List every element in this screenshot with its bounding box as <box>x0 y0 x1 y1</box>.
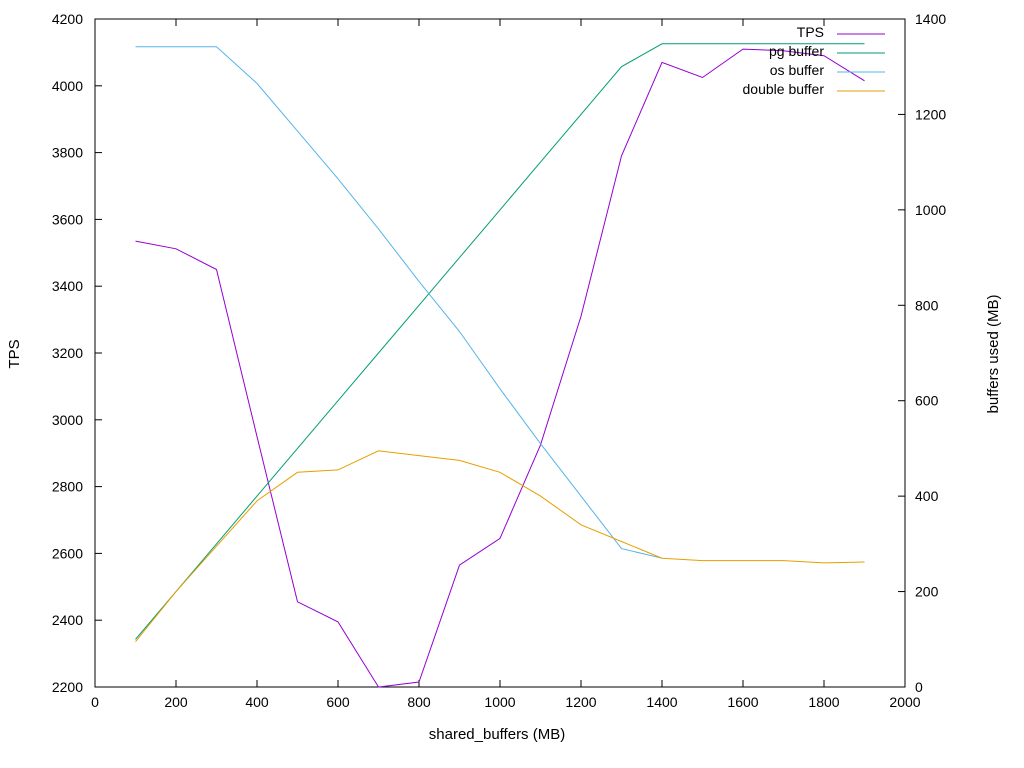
x-tick-label: 1200 <box>565 694 596 710</box>
series-line-pg-buffer <box>135 43 865 640</box>
legend: TPS pg buffer os buffer double buffer <box>743 24 885 97</box>
y-tick-label: 2600 <box>52 545 83 561</box>
y-tick-label: 2200 <box>52 679 83 695</box>
series-lines <box>135 43 865 688</box>
y2-tick-label: 1400 <box>915 11 946 27</box>
y2-tick-label: 200 <box>915 584 939 600</box>
x-tick-label: 1400 <box>646 694 677 710</box>
y-tick-label: 4000 <box>52 78 83 94</box>
y-tick-label: 3800 <box>52 145 83 161</box>
x-tick-label: 0 <box>91 694 99 710</box>
y2-tick-label: 0 <box>915 679 923 695</box>
y-tick-label: 2400 <box>52 612 83 628</box>
y2-tick-label: 1200 <box>915 106 946 122</box>
legend-label-double-buffer: double buffer <box>743 81 825 97</box>
x-tick-label: 1800 <box>808 694 839 710</box>
y-tick-label: 3400 <box>52 278 83 294</box>
x-tick-label: 200 <box>164 694 188 710</box>
x-tick-label: 400 <box>245 694 269 710</box>
y-tick-label: 4200 <box>52 11 83 27</box>
y-tick-label: 3200 <box>52 345 83 361</box>
y2-tick-label: 600 <box>915 393 939 409</box>
y-axis-title: TPS <box>6 339 23 368</box>
y-axis-ticks: 2200 2400 2600 2800 3000 3200 3400 3600 3800 4000… <box>52 11 102 695</box>
x-tick-label: 600 <box>326 694 350 710</box>
series-line-double-buffer <box>135 450 865 643</box>
x-axis-title: shared_buffers (MB) <box>429 726 565 743</box>
x-tick-label: 1600 <box>727 694 758 710</box>
y2-tick-label: 800 <box>915 297 939 313</box>
series-line-tps <box>135 48 865 688</box>
legend-label-os-buffer: os buffer <box>770 62 825 78</box>
plot-frame <box>94 18 906 688</box>
x-tick-label: 800 <box>407 694 431 710</box>
x-tick-label: 2000 <box>889 694 920 710</box>
y2-axis-ticks: 0 200 400 600 800 1000 1200 1400 <box>898 11 946 695</box>
y-tick-label: 2800 <box>52 479 83 495</box>
y2-tick-label: 1000 <box>915 202 946 218</box>
series-line-os-buffer <box>135 46 663 559</box>
y2-axis-title: buffers used (MB) <box>985 295 1002 414</box>
y2-tick-label: 400 <box>915 488 939 504</box>
y-tick-label: 3000 <box>52 412 83 428</box>
x-axis-ticks: 0 200 400 600 800 1000 1200 1400 1600 1800 2000 <box>91 19 921 710</box>
legend-label-tps: TPS <box>797 24 824 40</box>
y-tick-label: 3600 <box>52 211 83 227</box>
x-tick-label: 1000 <box>484 694 515 710</box>
legend-label-pg-buffer: pg buffer <box>769 43 824 59</box>
